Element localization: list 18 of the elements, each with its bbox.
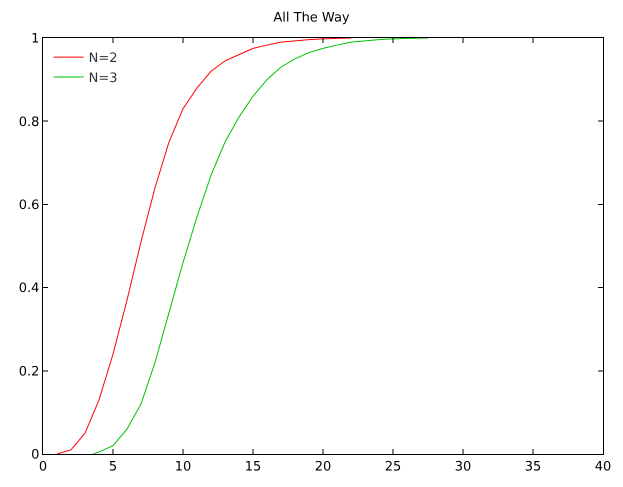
legend-label: N=3 — [88, 71, 118, 86]
x-tick-label: 35 — [524, 460, 542, 475]
y-tick-label: 0.2 — [18, 364, 40, 380]
y-tick-label: 0.4 — [18, 281, 40, 296]
y-tick-label: 0.6 — [18, 198, 40, 213]
y-tick-label: 0 — [31, 448, 40, 463]
legend-label: N=2 — [88, 51, 118, 66]
x-tick-label: 15 — [244, 460, 262, 475]
x-tick-label: 30 — [454, 460, 472, 475]
x-tick-label: 10 — [174, 460, 192, 475]
y-tick-label: 0.8 — [18, 114, 40, 130]
x-tick-label: 40 — [594, 460, 612, 475]
chart-title: All The Way — [273, 10, 350, 26]
x-tick-label: 25 — [384, 460, 402, 475]
line-series — [56, 38, 352, 454]
x-tick-label: 20 — [314, 460, 332, 475]
x-tick-label: 5 — [108, 460, 118, 475]
y-tick-label: 1 — [31, 32, 40, 47]
